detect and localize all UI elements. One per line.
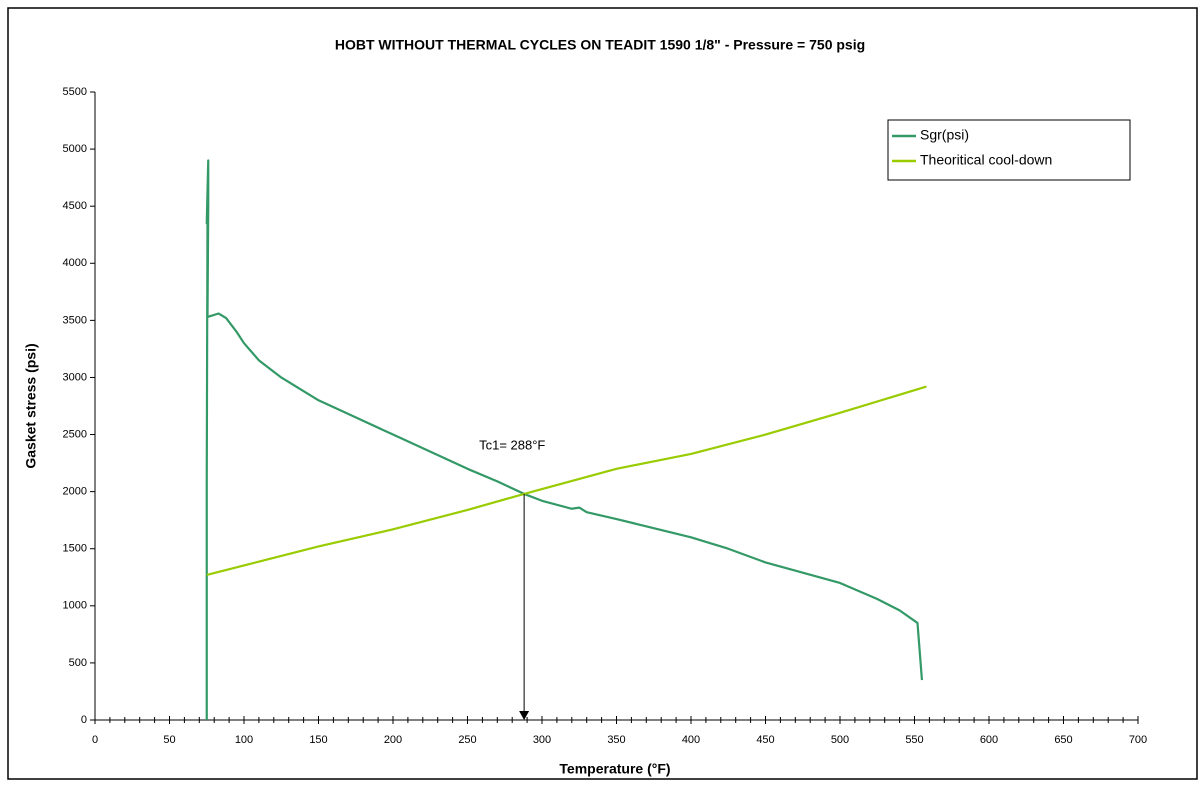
data-line [206, 385, 927, 577]
x-tick-label: 550 [905, 734, 923, 746]
x-tick-label: 300 [533, 734, 551, 746]
y-tick-label: 5000 [63, 143, 87, 155]
x-tick-label: 600 [980, 734, 998, 746]
y-tick-label: 4000 [63, 257, 87, 269]
arrow-head [519, 711, 530, 720]
y-tick-label: 5500 [63, 86, 87, 98]
x-tick-label: 700 [1129, 734, 1147, 746]
x-tick-label: 350 [607, 734, 625, 746]
y-tick-label: 1000 [63, 600, 87, 612]
x-tick-label: 150 [309, 734, 327, 746]
legend-label: Theoritical cool-down [920, 152, 1052, 168]
y-axis-label: Gasket stress (psi) [23, 343, 39, 468]
chart-title: HOBT WITHOUT THERMAL CYCLES ON TEADIT 15… [335, 37, 865, 53]
x-tick-label: 50 [163, 734, 175, 746]
x-tick-label: 450 [756, 734, 774, 746]
y-tick-label: 2000 [63, 486, 87, 498]
y-tick-label: 2500 [63, 428, 87, 440]
y-tick-label: 3000 [63, 371, 87, 383]
x-tick-label: 100 [235, 734, 253, 746]
y-tick-label: 500 [69, 657, 87, 669]
x-axis-label: Temperature (°F) [559, 761, 670, 777]
x-tick-label: 200 [384, 734, 402, 746]
legend-box [887, 119, 1131, 181]
legend-label: Sgr(psi) [920, 127, 969, 143]
x-tick-label: 400 [682, 734, 700, 746]
y-tick-label: 4500 [63, 200, 87, 212]
x-tick-label: 250 [458, 734, 476, 746]
data-line [205, 159, 924, 720]
x-tick-label: 500 [831, 734, 849, 746]
y-tick-label: 1500 [63, 543, 87, 555]
y-tick-label: 3500 [63, 314, 87, 326]
y-tick-label: 0 [81, 714, 87, 726]
x-tick-label: 650 [1054, 734, 1072, 746]
annotation-text: Tc1= 288°F [479, 437, 545, 452]
x-tick-label: 0 [92, 734, 98, 746]
